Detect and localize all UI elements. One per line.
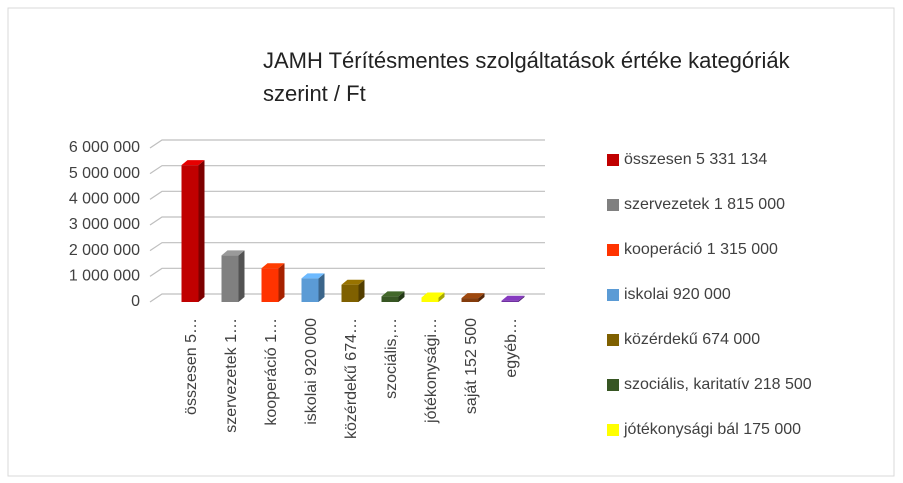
legend-label: iskolai 920 000 (624, 286, 731, 303)
y-tick-label: 3 000 000 (69, 216, 140, 233)
x-tick-label: közérdekű 674… (343, 318, 360, 439)
legend-label: kooperáció 1 315 000 (624, 241, 778, 258)
legend-label: jótékonysági bál 175 000 (623, 421, 801, 438)
x-tick-label: összesen 5… (183, 318, 200, 415)
bar-side (438, 292, 445, 302)
chart-title: JAMH Térítésmentes szolgáltatások értéke… (263, 48, 791, 106)
x-tick-label: iskolai 920 000 (303, 318, 320, 425)
bar-side (318, 273, 325, 302)
grid-line (149, 267, 545, 277)
grid-line (149, 165, 545, 175)
bar (301, 278, 319, 302)
bar (501, 300, 519, 302)
bar-top (221, 250, 245, 256)
bar (341, 284, 359, 302)
legend-swatch (607, 289, 619, 301)
bar (221, 255, 239, 302)
bar-top (181, 160, 205, 166)
legend-label: összesen 5 331 134 (624, 151, 767, 168)
bar (461, 298, 479, 302)
bar (181, 165, 199, 302)
bar-side (518, 295, 525, 302)
x-tick-label: saját 152 500 (463, 318, 480, 414)
bar-side (198, 160, 205, 302)
y-tick-label: 0 (131, 293, 140, 310)
legend-swatch (607, 154, 619, 166)
chart-border (7, 7, 895, 477)
bar-top (421, 292, 445, 298)
legend-label: közérdekű 674 000 (624, 331, 760, 348)
x-tick-label: szervezetek 1… (223, 318, 240, 433)
legend-swatch (607, 379, 619, 391)
bar-side (278, 263, 285, 302)
legend-swatch (607, 199, 619, 211)
bar-top (461, 293, 485, 299)
grid-line (149, 293, 545, 303)
bar (421, 297, 439, 302)
x-tick-label: kooperáció 1… (263, 318, 280, 426)
bar-top (301, 273, 325, 279)
bar (381, 296, 399, 302)
x-tick-label: egyéb… (503, 318, 520, 378)
bar-side (238, 250, 245, 302)
grid-line (149, 216, 545, 226)
bar-top (501, 295, 525, 301)
bar-side (398, 291, 405, 302)
bar-top (341, 279, 365, 285)
legend-swatch (607, 244, 619, 256)
bar-top (261, 263, 285, 269)
bar-side (358, 279, 365, 302)
bar-side (478, 293, 485, 302)
x-tick-label: jótékonysági… (423, 318, 440, 424)
legend-label: szervezetek 1 815 000 (624, 196, 785, 213)
legend-label: szociális, karitatív 218 500 (624, 376, 812, 393)
grid-line (149, 242, 545, 252)
grid-line (149, 139, 545, 149)
x-tick-label: szociális,… (383, 318, 400, 399)
y-tick-label: 4 000 000 (69, 191, 140, 208)
y-tick-label: 1 000 000 (69, 268, 140, 285)
y-tick-label: 2 000 000 (69, 242, 140, 259)
legend-swatch (607, 334, 619, 346)
bar-top (381, 291, 405, 297)
y-tick-label: 5 000 000 (69, 165, 140, 182)
grid-line (149, 190, 545, 200)
legend-swatch (607, 424, 619, 436)
y-tick-label: 6 000 000 (69, 139, 140, 156)
bar (261, 268, 279, 302)
